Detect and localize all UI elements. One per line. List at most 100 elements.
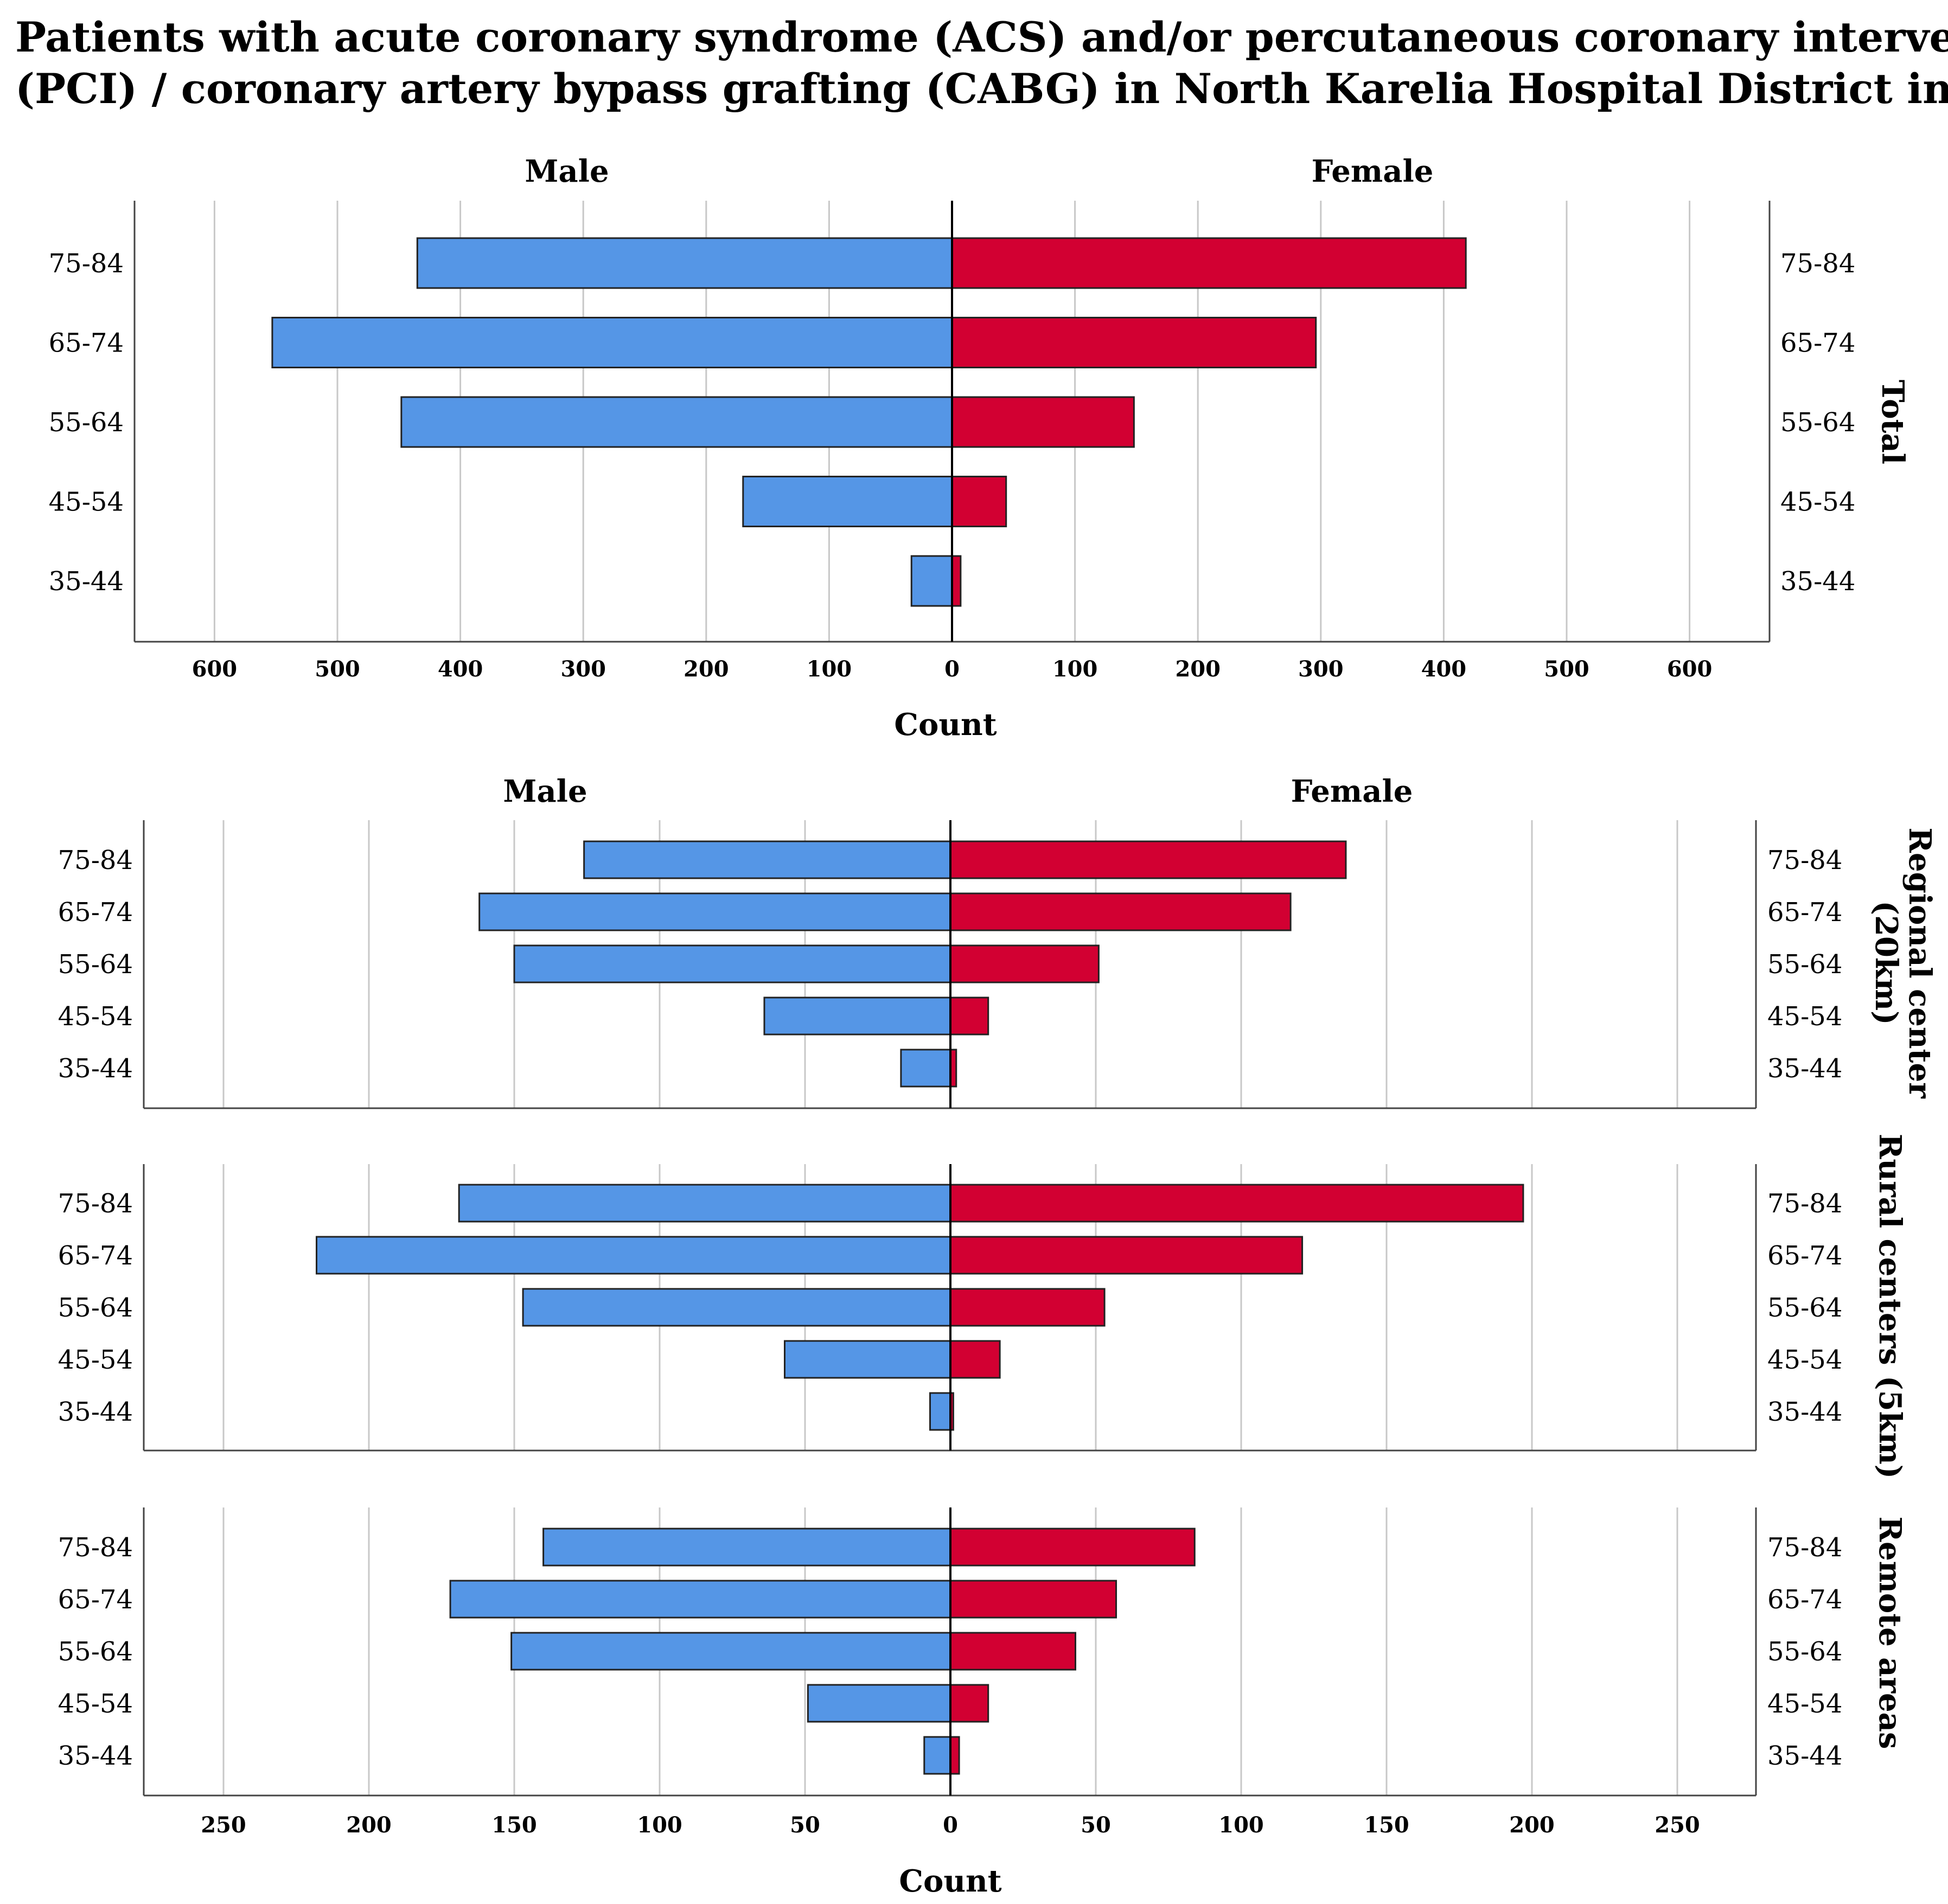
x-tick-label: 150: [1364, 1812, 1409, 1838]
x-tick-label: 100: [637, 1812, 682, 1838]
x-axis-label: Count: [899, 1863, 1001, 1899]
panel-side-label-line-2: (20km): [1868, 901, 1904, 1025]
category-label-left: 55-64: [49, 407, 124, 438]
x-tick-label: 100: [807, 656, 852, 682]
female-bar: [951, 555, 962, 607]
female-bar: [949, 1736, 960, 1775]
category-label-right: 45-54: [1767, 1001, 1842, 1032]
x-tick-label: 300: [560, 656, 606, 682]
x-tick-label: 200: [1175, 656, 1221, 682]
category-label-left: 35-44: [49, 566, 124, 597]
category-label-left: 55-64: [58, 1637, 133, 1667]
male-bar: [416, 237, 953, 289]
x-tick-label: 300: [1298, 656, 1344, 682]
male-bar: [510, 1632, 951, 1671]
panel-regional-center: Male Female Regional center (20km) 75-84…: [58, 774, 1938, 1109]
female-bar: [949, 892, 1292, 931]
x-tick-label: 250: [201, 1812, 246, 1838]
female-bar: [949, 1580, 1117, 1619]
female-bar: [951, 237, 1467, 289]
male-bar: [449, 1580, 951, 1619]
x-tick-label: 600: [192, 656, 238, 682]
male-bar: [763, 996, 951, 1036]
panel-total: Male Female Count Total 75-84 75-84 65-74 6…: [49, 154, 1911, 743]
x-tick-label: 100: [1052, 656, 1098, 682]
female-label: Female: [1291, 774, 1413, 809]
x-tick-label: 200: [346, 1812, 392, 1838]
male-bar: [542, 1528, 951, 1567]
category-label-left: 75-84: [58, 1532, 133, 1563]
x-tick-label: 600: [1667, 656, 1713, 682]
female-bar: [951, 317, 1317, 368]
figure-title-line-1: Patients with acute coronary syndrome (A…: [15, 13, 1948, 61]
category-label-left: 75-84: [58, 845, 133, 876]
category-label-right: 55-64: [1780, 407, 1855, 438]
panel-side-label: Remote areas: [1872, 1517, 1908, 1749]
x-axis-label: Count: [894, 707, 997, 743]
female-bar: [949, 944, 1100, 983]
x-tick-label: 50: [1081, 1812, 1111, 1838]
male-bar: [513, 944, 951, 983]
category-label-left: 75-84: [49, 248, 124, 279]
category-label-left: 65-74: [58, 1241, 133, 1271]
x-tick-label: 150: [491, 1812, 537, 1838]
female-bar: [949, 840, 1347, 879]
male-bar: [271, 317, 953, 368]
panel-rural-centers: Rural centers (5km) 75-84 75-84 65-74 65-74…: [58, 1134, 1908, 1479]
x-tick-label: 250: [1655, 1812, 1700, 1838]
category-label-left: 65-74: [58, 1584, 133, 1615]
x-tick-label: 0: [944, 656, 960, 682]
x-tick-label: 100: [1218, 1812, 1264, 1838]
female-bar: [949, 1184, 1524, 1223]
male-bar: [900, 1049, 951, 1088]
category-label-right: 35-44: [1780, 566, 1855, 597]
female-bar: [949, 1236, 1304, 1275]
male-bar: [522, 1288, 951, 1327]
category-label-right: 55-64: [1767, 1637, 1842, 1667]
x-tick-label: 200: [1509, 1812, 1555, 1838]
category-label-right: 75-84: [1780, 248, 1855, 279]
category-label-left: 65-74: [49, 328, 124, 359]
category-label-right: 65-74: [1767, 1241, 1842, 1271]
x-tick-label: 200: [684, 656, 729, 682]
female-bar: [949, 1528, 1196, 1567]
panel-side-label: Total: [1875, 380, 1911, 464]
male-bar: [742, 476, 953, 527]
category-label-right: 45-54: [1780, 487, 1855, 517]
female-bar: [949, 1632, 1076, 1671]
male-bar: [583, 840, 951, 879]
x-tick-label: 400: [1421, 656, 1467, 682]
female-bar: [951, 396, 1135, 448]
male-bar: [478, 892, 951, 931]
category-label-right: 75-84: [1767, 1189, 1842, 1219]
category-label-right: 65-74: [1780, 328, 1855, 359]
female-label: Female: [1312, 154, 1434, 189]
male-label: Male: [525, 154, 609, 189]
x-tick-label: 400: [438, 656, 483, 682]
male-bar: [923, 1736, 951, 1775]
category-label-right: 75-84: [1767, 1532, 1842, 1563]
panel-remote-areas: Count Remote areas 75-84 75-84 65-74 65-74 5…: [58, 1507, 1908, 1899]
category-label-right: 55-64: [1767, 1293, 1842, 1323]
male-bar: [783, 1340, 951, 1379]
category-label-left: 35-44: [58, 1397, 133, 1427]
male-bar: [807, 1684, 951, 1723]
category-label-right: 35-44: [1767, 1053, 1842, 1084]
x-tick-label: 500: [1544, 656, 1589, 682]
category-label-right: 35-44: [1767, 1397, 1842, 1427]
category-label-left: 45-54: [49, 487, 124, 517]
category-label-right: 55-64: [1767, 949, 1842, 980]
male-bar: [316, 1236, 951, 1275]
category-label-right: 45-54: [1767, 1345, 1842, 1375]
female-bar: [949, 996, 989, 1036]
male-label: Male: [503, 774, 587, 809]
male-bar: [458, 1184, 951, 1223]
category-label-right: 65-74: [1767, 897, 1842, 928]
category-label-left: 45-54: [58, 1689, 133, 1719]
male-bar: [400, 396, 953, 448]
male-bar: [929, 1392, 951, 1431]
female-bar: [949, 1288, 1106, 1327]
category-label-left: 35-44: [58, 1053, 133, 1084]
female-bar: [949, 1684, 989, 1723]
figure-title-line-2: (PCI) / coronary artery bypass grafting …: [15, 65, 1948, 113]
